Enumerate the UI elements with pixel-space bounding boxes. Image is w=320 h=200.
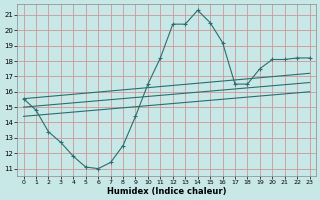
X-axis label: Humidex (Indice chaleur): Humidex (Indice chaleur) (107, 187, 226, 196)
